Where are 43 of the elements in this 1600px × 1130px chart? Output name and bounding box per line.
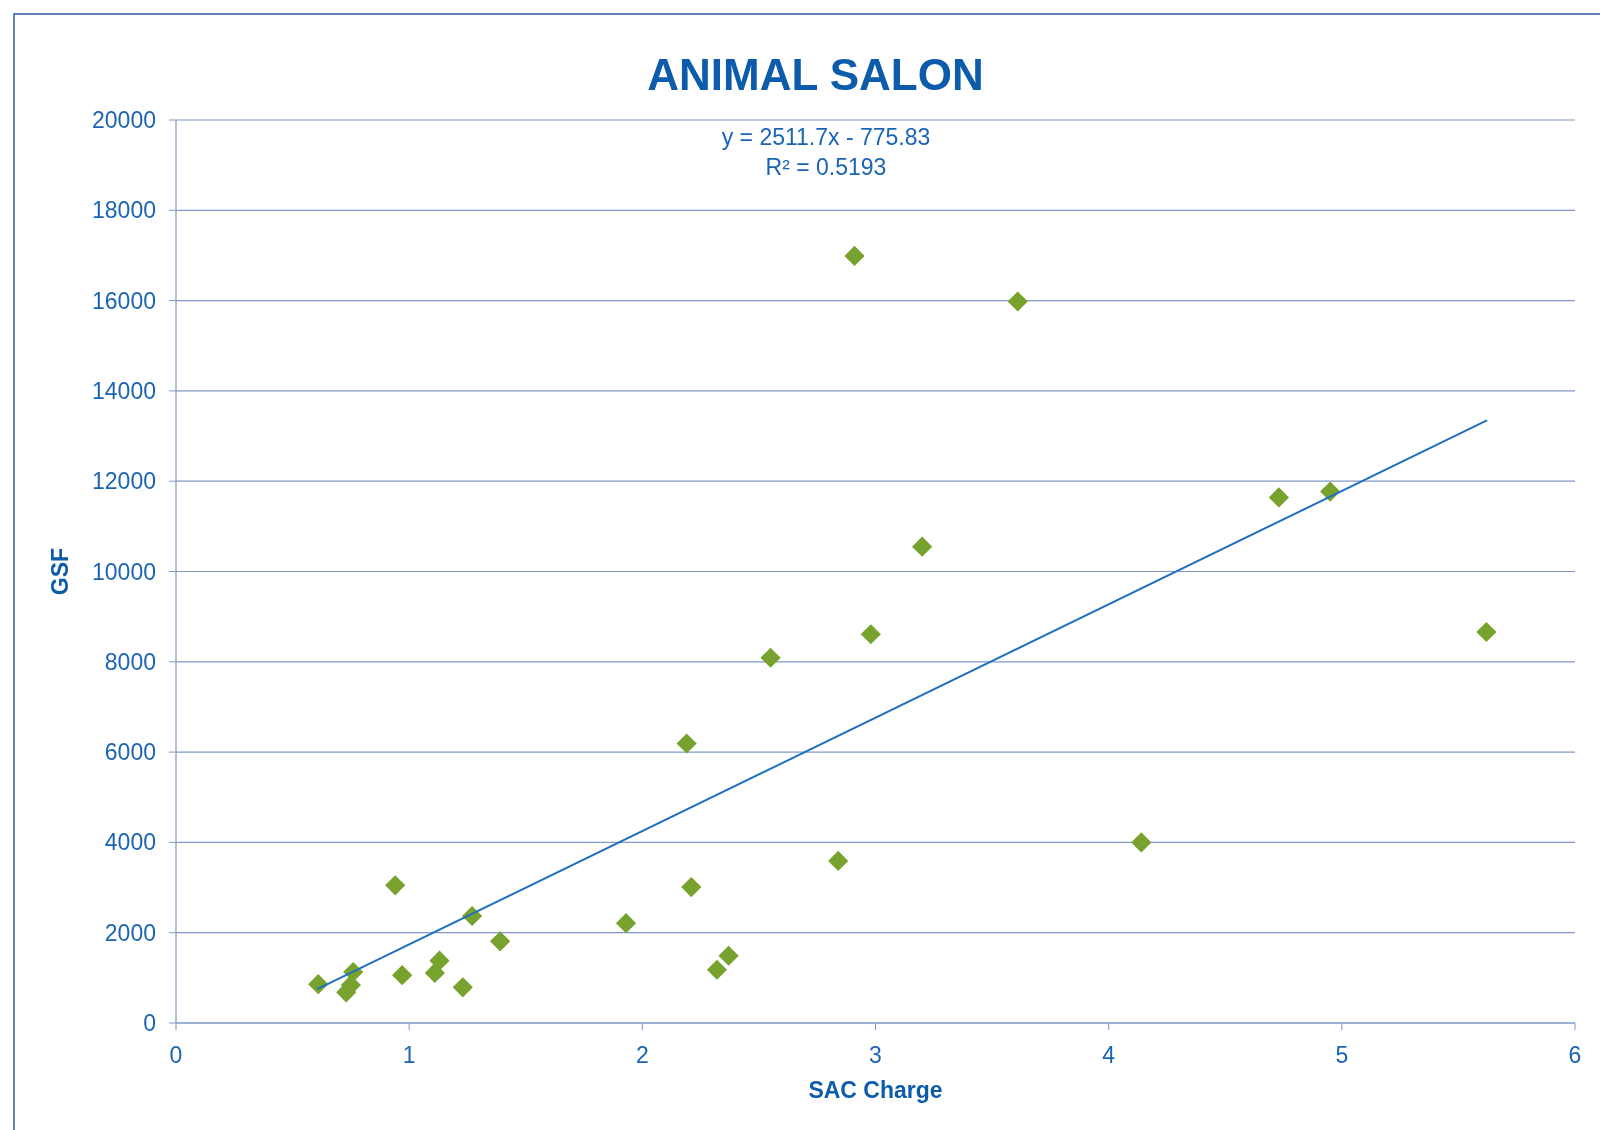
- x-tick-label: 1: [402, 1042, 416, 1068]
- point: [392, 965, 413, 986]
- point: [718, 945, 739, 966]
- point: [452, 977, 473, 998]
- point: [828, 850, 849, 872]
- y-tick-label: 6000: [104, 739, 156, 766]
- point: [1007, 291, 1028, 312]
- point: [844, 245, 865, 266]
- x-tick-label: 4: [1102, 1042, 1116, 1068]
- y-tick-label: 0: [143, 1010, 156, 1037]
- point: [912, 536, 933, 557]
- point: [706, 959, 728, 980]
- y-tick-label: 12000: [92, 468, 156, 495]
- y-tick-label: 8000: [104, 648, 156, 675]
- y-tick-label: 4000: [104, 829, 156, 856]
- y-tick-label: 2000: [104, 919, 156, 946]
- x-tick-label: 0: [169, 1042, 183, 1068]
- point: [860, 624, 881, 645]
- y-tick-label: 16000: [92, 287, 156, 314]
- y-tick-label: 18000: [92, 197, 156, 224]
- annotation: R² = 0.5193: [765, 154, 887, 180]
- x-tick-label: 6: [1568, 1042, 1582, 1068]
- point: [760, 647, 781, 668]
- y-tick-label: 14000: [92, 377, 156, 404]
- chart-title: ANIMAL SALON: [647, 50, 984, 99]
- point: [676, 733, 697, 754]
- x-axis-title: SAC Charge: [808, 1077, 943, 1103]
- point: [1476, 621, 1497, 643]
- point: [615, 913, 637, 934]
- y-tick-label: 10000: [92, 558, 156, 585]
- point: [385, 875, 406, 896]
- point: [1131, 832, 1152, 853]
- point: [429, 950, 450, 971]
- x-tick-label: 5: [1335, 1042, 1349, 1068]
- point: [424, 962, 445, 983]
- y-tick-label: 20000: [92, 107, 156, 134]
- point: [490, 931, 511, 952]
- annotation: y = 2511.7x - 775.83: [721, 124, 931, 150]
- x-tick-label: 3: [869, 1042, 882, 1068]
- point: [681, 877, 702, 898]
- point: [1268, 487, 1289, 508]
- y-axis-title: GSF: [47, 547, 73, 596]
- x-tick-label: 2: [635, 1042, 649, 1068]
